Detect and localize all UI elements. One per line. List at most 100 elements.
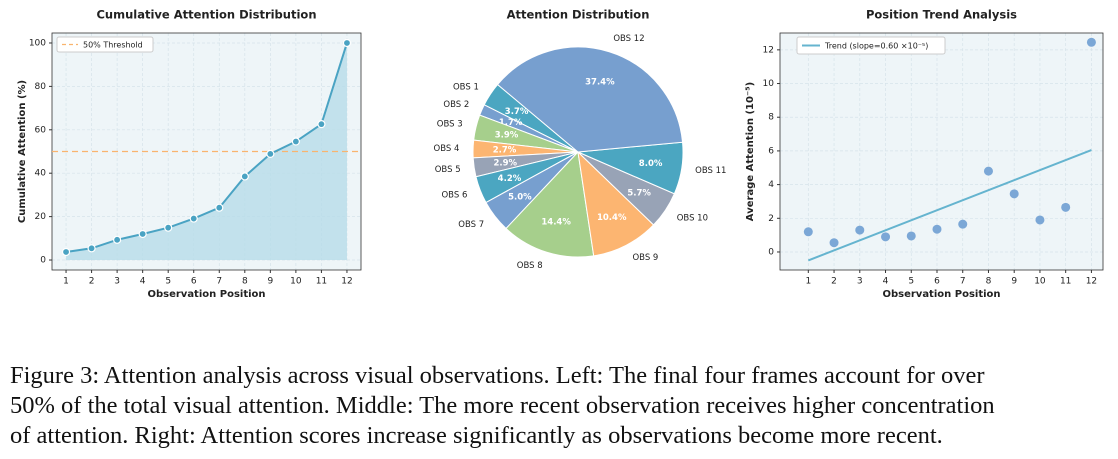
- legend-box: [56, 36, 154, 53]
- chart-title: Attention Distribution: [507, 8, 650, 22]
- x-tick-label: 6: [934, 277, 940, 287]
- value-label: 3.7%: [505, 107, 529, 117]
- point: [266, 149, 275, 158]
- plot-frame: [779, 32, 1104, 271]
- x-tick-label: 1: [805, 277, 811, 287]
- value-label: 5.7%: [627, 188, 651, 198]
- slice-label: OBS 9: [632, 253, 658, 263]
- y-tick-label: 100: [29, 38, 46, 48]
- x-tick-label: 10: [290, 277, 302, 287]
- slice-label: OBS 11: [695, 166, 726, 176]
- point: [1009, 189, 1019, 199]
- slice-label: OBS 7: [458, 220, 484, 230]
- x-tick-label: 11: [1060, 277, 1071, 287]
- x-axis-label: Observation Position: [147, 289, 265, 300]
- y-tick-label: 2: [768, 214, 774, 224]
- point: [1061, 202, 1071, 212]
- slice-label: OBS 5: [435, 165, 461, 175]
- legend-label: Trend (slope=0.60 ×10⁻⁵): [824, 42, 928, 51]
- y-tick-label: 4: [768, 180, 774, 190]
- x-tick-label: 11: [316, 277, 327, 287]
- point: [958, 219, 968, 229]
- point: [189, 214, 198, 223]
- x-tick-label: 9: [267, 277, 273, 287]
- caption-line: of attention. Right: Attention scores in…: [10, 422, 943, 449]
- y-tick-label: 12: [763, 45, 774, 55]
- x-tick-label: 1: [63, 277, 69, 287]
- y-tick-label: 80: [35, 82, 47, 92]
- value-label: 2.7%: [493, 145, 517, 155]
- slice-label: OBS 8: [517, 261, 543, 271]
- pie-slice: [505, 150, 595, 258]
- point: [215, 203, 224, 212]
- y-axis-label: Average Attention (10⁻⁵): [745, 82, 756, 221]
- point: [855, 225, 865, 235]
- area: [66, 42, 347, 261]
- y-tick-label: 0: [40, 256, 46, 266]
- pie-slice: [577, 150, 655, 257]
- slice-label: OBS 2: [443, 100, 469, 110]
- slice-label: OBS 10: [677, 213, 708, 223]
- point: [164, 223, 173, 232]
- x-tick-label: 4: [140, 277, 146, 287]
- x-tick-label: 3: [114, 277, 120, 287]
- pie-slice: [496, 46, 684, 153]
- x-tick-label: 12: [341, 277, 352, 287]
- chart-title: Cumulative Attention Distribution: [96, 8, 316, 22]
- value-label: 5.0%: [508, 193, 532, 203]
- y-tick-label: 10: [763, 79, 775, 89]
- value-label: 4.2%: [498, 174, 522, 184]
- x-tick-label: 6: [191, 277, 197, 287]
- point: [932, 224, 942, 234]
- x-tick-label: 3: [857, 277, 863, 287]
- x-tick-label: 10: [1034, 277, 1046, 287]
- slice-label: OBS 6: [441, 190, 467, 200]
- x-tick-label: 12: [1086, 277, 1097, 287]
- x-tick-label: 7: [216, 277, 222, 287]
- value-label: 1.7%: [499, 118, 523, 128]
- x-tick-label: 2: [89, 277, 95, 287]
- plot-background: [780, 33, 1103, 270]
- y-axis-label: Cumulative Attention (%): [17, 80, 28, 223]
- y-tick-label: 60: [35, 125, 47, 135]
- slice-label: OBS 1: [453, 82, 479, 92]
- value-label: 8.0%: [639, 159, 663, 169]
- value-label: 37.4%: [585, 77, 615, 87]
- point: [113, 235, 122, 244]
- trend-line: [807, 149, 1092, 262]
- y-tick-label: 6: [768, 146, 774, 156]
- value-label: 2.9%: [494, 158, 518, 168]
- y-tick-label: 40: [35, 169, 47, 179]
- point: [829, 238, 839, 248]
- point: [87, 244, 96, 253]
- x-tick-label: 5: [165, 277, 171, 287]
- x-tick-label: 9: [1011, 277, 1017, 287]
- x-tick-label: 7: [960, 277, 966, 287]
- slice-label: OBS 4: [434, 144, 460, 154]
- value-label: 14.4%: [541, 218, 571, 228]
- legend-box: [796, 36, 946, 55]
- point: [1035, 215, 1045, 225]
- value-label: 3.9%: [495, 130, 519, 140]
- y-tick-label: 0: [768, 247, 774, 257]
- x-tick-label: 4: [883, 277, 889, 287]
- x-axis-label: Observation Position: [882, 289, 1000, 300]
- x-tick-label: 2: [831, 277, 837, 287]
- point: [317, 120, 326, 129]
- point: [240, 172, 249, 181]
- y-tick-label: 8: [768, 113, 774, 123]
- x-tick-label: 5: [908, 277, 914, 287]
- x-tick-label: 8: [242, 277, 248, 287]
- line: [65, 42, 348, 253]
- point: [906, 231, 916, 241]
- caption-line: 50% of the total visual attention. Middl…: [10, 392, 995, 419]
- y-tick-label: 20: [35, 212, 47, 222]
- legend-label: 50% Threshold: [83, 41, 143, 50]
- point: [61, 247, 71, 257]
- point: [291, 137, 300, 146]
- caption-line: Figure 3: Attention analysis across visu…: [10, 362, 985, 389]
- point: [1086, 37, 1096, 47]
- point: [983, 166, 993, 176]
